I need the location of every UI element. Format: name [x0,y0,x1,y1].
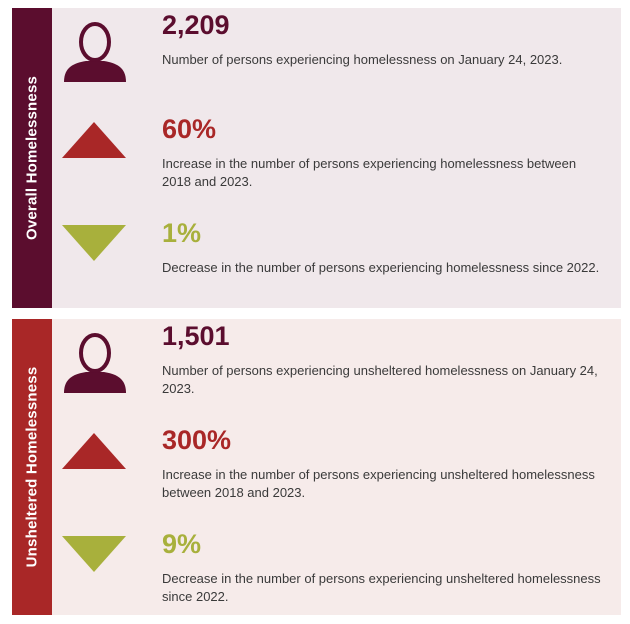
unsheltered-section-tab: Unsheltered Homelessness [12,319,52,615]
overall-decrease-description: Decrease in the number of persons experi… [162,260,600,275]
overall-count-value: 2,209 [162,10,230,40]
overall-decrease-value: 1% [162,218,202,248]
unsheltered-count-description: Number of persons experiencing unshelter… [162,363,598,396]
overall-section-tab: Overall Homelessness [12,8,52,308]
unsheltered-decrease-value: 9% [162,529,202,559]
overall-count-description: Number of persons experiencing homelessn… [162,52,563,67]
unsheltered-decrease-description: Decrease in the number of persons experi… [162,571,601,604]
increase-triangle-icon [62,433,126,469]
unsheltered-increase-description: Increase in the number of persons experi… [162,467,595,500]
unsheltered-count-value: 1,501 [162,321,230,351]
decrease-triangle-icon [62,225,126,261]
person-icon [64,333,126,393]
person-icon [64,22,126,82]
decrease-triangle-icon [62,536,126,572]
increase-triangle-icon [62,122,126,158]
unsheltered-increase-value: 300% [162,425,232,455]
unsheltered-section-label: Unsheltered Homelessness [23,366,41,568]
overall-section-label: Overall Homelessness [23,75,41,241]
overall-increase-value: 60% [162,114,217,144]
overall-increase-description: Increase in the number of persons experi… [162,156,577,189]
overall-homelessness-panel: Overall Homelessness 2,209 Number of per… [12,8,621,308]
unsheltered-homelessness-panel: Unsheltered Homelessness 1,501 Number of… [12,319,621,615]
